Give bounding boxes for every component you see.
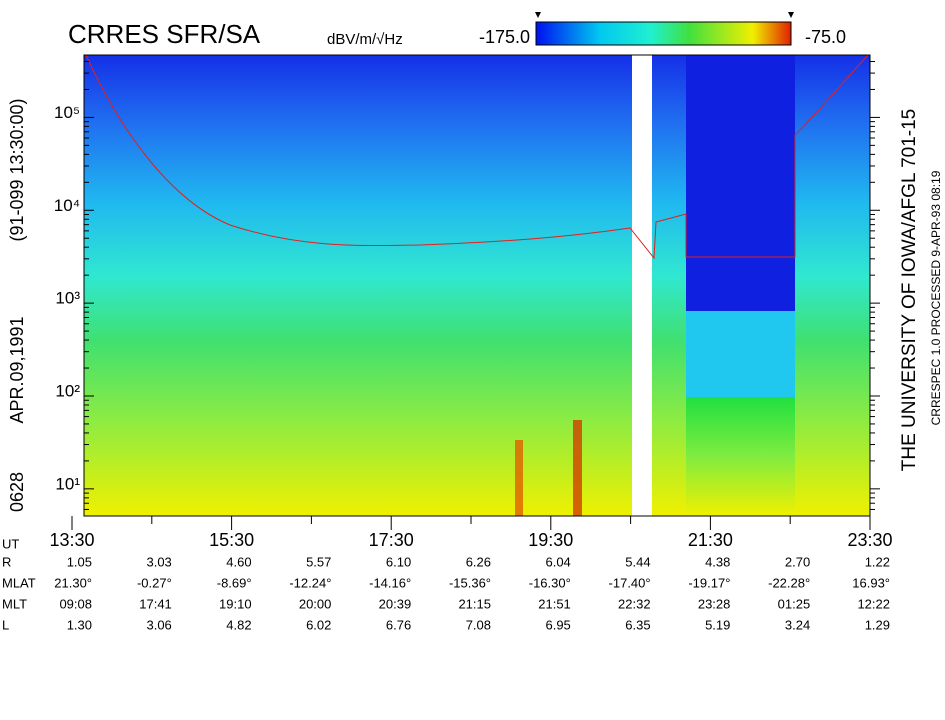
ephemeris-value: -14.16°: [369, 575, 411, 590]
x-tick-label: 23:30: [847, 530, 892, 550]
ephemeris-value: 23:28: [698, 596, 731, 611]
ephemeris-value: 6.76: [386, 617, 411, 632]
ephemeris-value: -0.27°: [137, 575, 172, 590]
ephemeris-row-label: MLT: [2, 596, 27, 611]
ephemeris-row-label: R: [2, 554, 11, 569]
ephemeris-value: -8.69°: [217, 575, 252, 590]
ephemeris-value: -17.40°: [609, 575, 651, 590]
colorbar-marker: [788, 12, 794, 18]
ephemeris-value: 1.29: [865, 617, 890, 632]
y-tick-label: 10⁴: [54, 196, 80, 215]
ephemeris-value: 20:39: [379, 596, 412, 611]
ephemeris-value: 09:08: [59, 596, 92, 611]
ephemeris-value: 6.35: [625, 617, 650, 632]
ephemeris-value: -16.30°: [529, 575, 571, 590]
ephemeris-value: 12:22: [857, 596, 890, 611]
ephemeris-value: 20:00: [299, 596, 332, 611]
ephemeris-value: 4.60: [226, 554, 251, 569]
y-tick-label: 10²: [55, 381, 80, 400]
ephemeris-value: 16.93°: [852, 575, 890, 590]
ephemeris-row-label: MLAT: [2, 575, 36, 590]
ephemeris-value: 5.57: [306, 554, 331, 569]
x-tick-label: 21:30: [688, 530, 733, 550]
ephemeris-value: 5.19: [705, 617, 730, 632]
ephemeris-value: 19:10: [219, 596, 252, 611]
ephemeris-value: 17:41: [139, 596, 172, 611]
ephemeris-value: 6.26: [466, 554, 491, 569]
time-label: 0628: [7, 472, 27, 512]
ephemeris-value: 22:32: [618, 596, 651, 611]
streak: [515, 440, 523, 516]
processing-label: CRRESPEC 1.0 PROCESSED 9-APR-93 08:19: [929, 170, 943, 425]
ephemeris-value: 2.70: [785, 554, 810, 569]
ephemeris-value: 6.04: [545, 554, 570, 569]
ephemeris-value: 3.06: [146, 617, 171, 632]
date-label: APR.09,1991: [7, 316, 27, 423]
ephemeris-value: 21.30°: [54, 575, 92, 590]
ephemeris-value: -19.17°: [688, 575, 730, 590]
ephemeris-value: -15.36°: [449, 575, 491, 590]
ephemeris-value: 6.95: [545, 617, 570, 632]
fill-region: [686, 311, 795, 397]
y-tick-label: 10³: [55, 289, 80, 308]
x-tick-label: 13:30: [49, 530, 94, 550]
x-tick-label: 19:30: [528, 530, 573, 550]
colorbar-min-label: -175.0: [479, 27, 530, 47]
colorbar-marker: [535, 12, 541, 18]
y-tick-label: 10⁵: [54, 103, 80, 122]
ephemeris-value: 3.03: [146, 554, 171, 569]
ephemeris-value: 5.44: [625, 554, 650, 569]
chart-title: CRRES SFR/SA: [68, 19, 261, 49]
fce-curve: [85, 54, 869, 260]
colorbar-max-label: -75.0: [805, 27, 846, 47]
ephemeris-value: 4.82: [226, 617, 251, 632]
plot-frame: [83, 54, 871, 517]
colorbar-unit: dBV/m/√Hz: [327, 31, 403, 48]
institution-label: THE UNIVERSITY OF IOWA/AFGL 701-15: [899, 109, 920, 472]
ephemeris-value: 1.30: [67, 617, 92, 632]
ephemeris-value: 4.38: [705, 554, 730, 569]
spectrogram: [83, 54, 871, 517]
ephemeris-value: 6.02: [306, 617, 331, 632]
ephemeris-value: 01:25: [778, 596, 811, 611]
interval-label: (91-099 13:30:00): [7, 98, 27, 241]
data-gap: [632, 55, 652, 516]
ephemeris-value: 1.05: [67, 554, 92, 569]
ephemeris-value: 6.10: [386, 554, 411, 569]
y-tick-label: 10¹: [55, 474, 80, 493]
ephemeris-row-label: L: [2, 617, 9, 632]
colorbar: [535, 21, 792, 46]
ephemeris-value: -22.28°: [768, 575, 810, 590]
ephemeris-value: 21:51: [538, 596, 571, 611]
fill-region: [686, 397, 795, 516]
ephemeris-value: -12.24°: [289, 575, 331, 590]
x-axis-label: UT: [2, 536, 19, 551]
ephemeris-value: 7.08: [466, 617, 491, 632]
x-tick-label: 17:30: [369, 530, 414, 550]
fill-region: [686, 55, 795, 311]
ephemeris-value: 3.24: [785, 617, 810, 632]
ephemeris-value: 21:15: [458, 596, 491, 611]
streak: [573, 420, 582, 516]
x-tick-label: 15:30: [209, 530, 254, 550]
ephemeris-value: 1.22: [865, 554, 890, 569]
